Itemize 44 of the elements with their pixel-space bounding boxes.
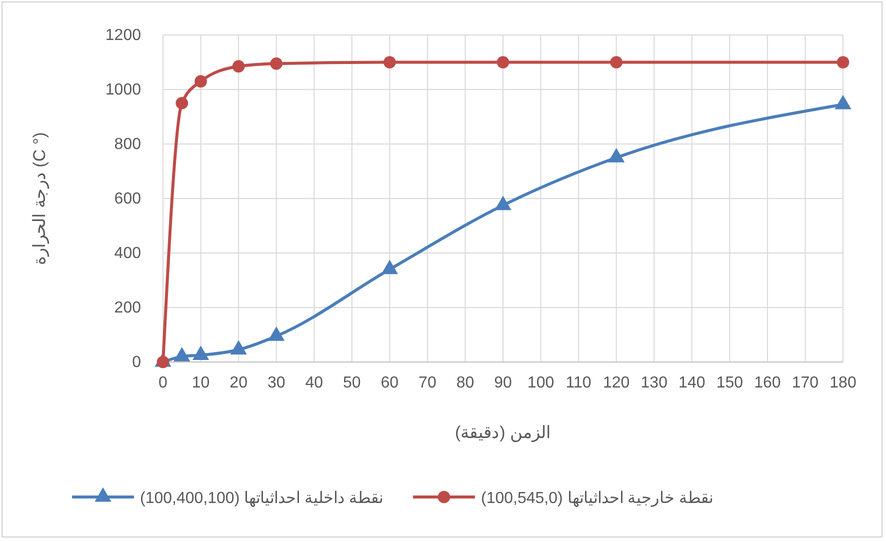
x-tick-label: 50 (342, 374, 361, 392)
x-tick-label: 110 (566, 374, 592, 392)
y-tick-label: 800 (114, 136, 142, 154)
x-tick-label: 90 (494, 374, 512, 392)
x-tick-label: 60 (380, 374, 399, 392)
point (232, 60, 245, 73)
point (270, 57, 283, 70)
legend-label: نقطة داخلية احداثياتها (100,400,100) (140, 490, 383, 507)
point (610, 56, 623, 68)
x-tick-label: 120 (602, 374, 630, 392)
x-tick-label: 20 (230, 374, 248, 392)
point (230, 340, 247, 355)
y-tick-label: 400 (114, 245, 142, 262)
point (496, 56, 510, 68)
y-tick-label: 0 (132, 354, 142, 372)
x-tick-label: 0 (158, 374, 168, 392)
x-tick-label: 100 (527, 374, 554, 392)
x-tick-label: 70 (418, 374, 436, 392)
y-axis-title: درجة الحرارة (C °) (30, 132, 50, 265)
x-tick-label: 80 (456, 374, 474, 392)
point (268, 326, 285, 341)
point (381, 260, 398, 274)
point (836, 56, 850, 68)
x-tick-label: 130 (640, 374, 668, 392)
y-tick-label: 1200 (105, 27, 142, 44)
x-tick-label: 170 (792, 374, 819, 392)
y-tick-label: 600 (114, 190, 142, 208)
y-tick-label: 1000 (105, 82, 142, 99)
point (192, 346, 210, 360)
x-tick-label: 10 (192, 374, 210, 392)
x-tick-label: 140 (678, 374, 706, 392)
x-tick-label: 180 (830, 374, 856, 392)
point (174, 346, 190, 362)
point (383, 56, 396, 68)
legend-label: نقطة خارجية احداثياتها (100,545,0) (480, 490, 714, 507)
x-tick-label: 40 (305, 374, 324, 392)
y-tick-label: 200 (114, 300, 142, 317)
x-tick-label: 160 (754, 374, 781, 392)
x-axis-title: الزمن (دقيقة) (454, 423, 552, 443)
x-tick-label: 150 (716, 374, 744, 392)
point (494, 196, 512, 210)
point (176, 96, 188, 110)
point (194, 75, 207, 88)
x-tick-label: 30 (267, 374, 286, 392)
